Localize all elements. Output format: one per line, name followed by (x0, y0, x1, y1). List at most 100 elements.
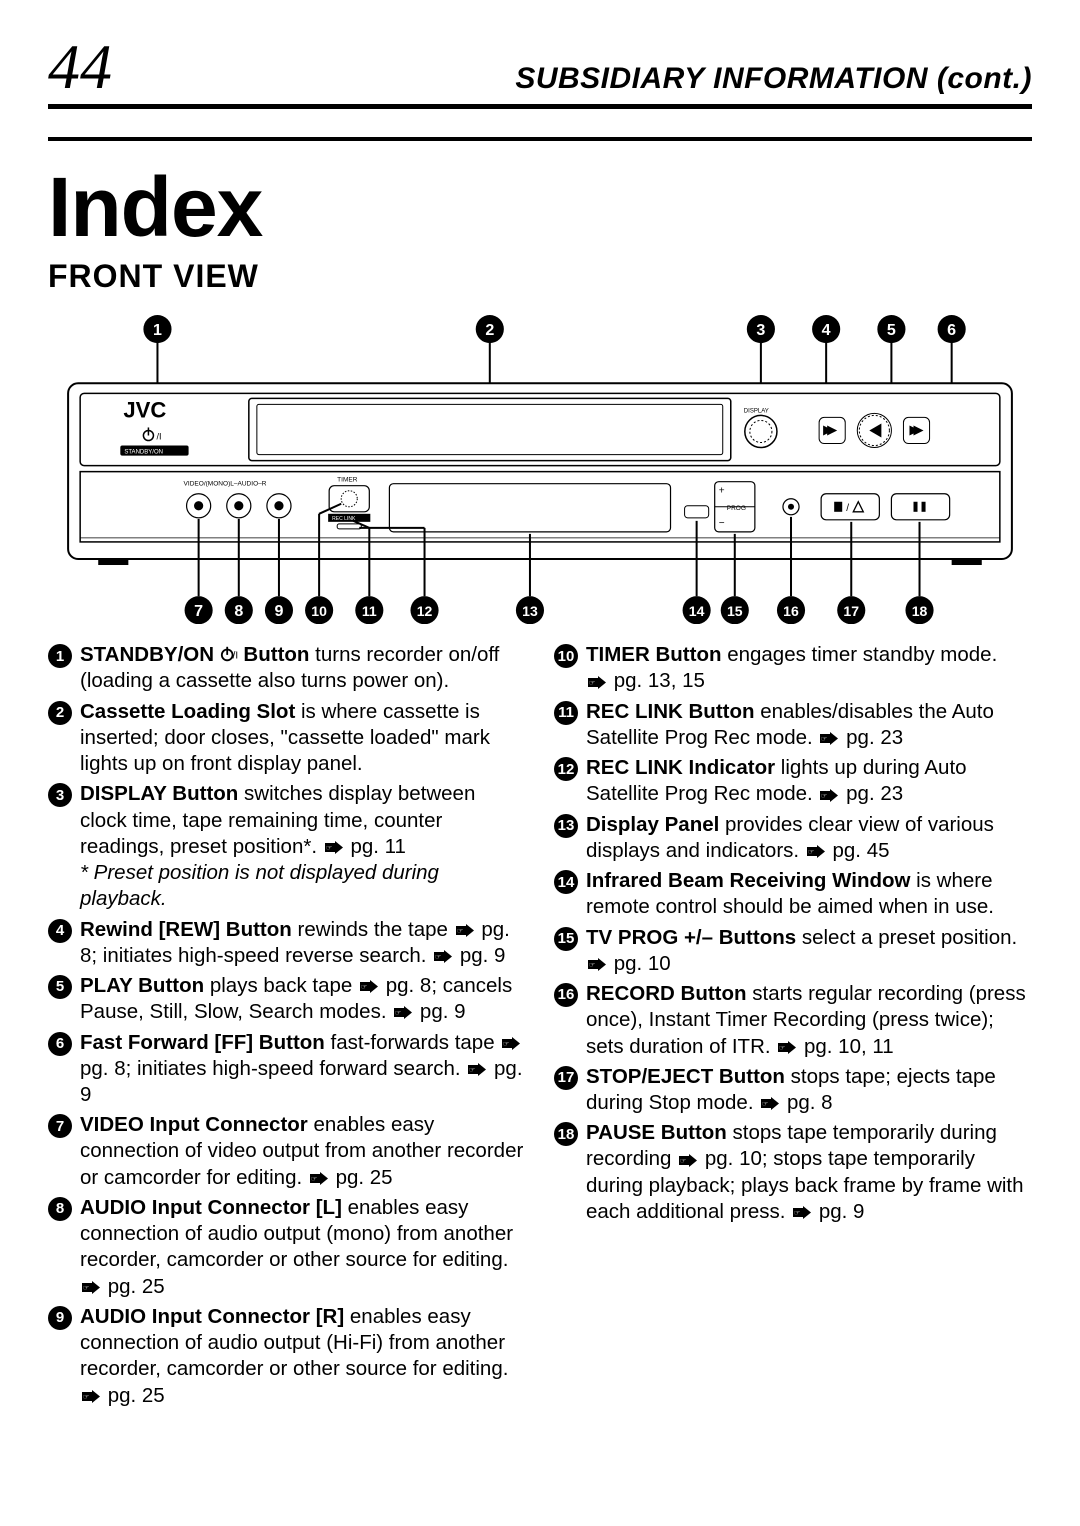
item-title: RECORD Button (586, 982, 747, 1005)
item-number-badge: 16 (554, 983, 578, 1007)
page-ref: pg. 9 (420, 1000, 466, 1023)
index-item: 13Display Panel provides clear view of v… (554, 812, 1032, 864)
index-item: 10TIMER Button engages timer standby mod… (554, 642, 1032, 694)
svg-text:16: 16 (783, 603, 799, 619)
svg-text:☞: ☞ (469, 1067, 475, 1074)
page-ref: pg. 10 (614, 952, 671, 975)
item-number-badge: 12 (554, 757, 578, 781)
item-title: STANDBY/ON (80, 643, 214, 666)
svg-text:☞: ☞ (435, 954, 441, 961)
page-ref: pg. 9 (460, 944, 506, 967)
index-item: 17STOP/EJECT Button stops tape; ejects t… (554, 1064, 1032, 1116)
index-item: 4Rewind [REW] Button rewinds the tape ☞ … (48, 917, 526, 969)
svg-text:1: 1 (153, 321, 162, 339)
item-number-badge: 10 (554, 644, 578, 668)
svg-text:8: 8 (234, 602, 243, 620)
svg-text:9: 9 (274, 602, 283, 620)
index-item: 7VIDEO Input Connector enables easy conn… (48, 1112, 526, 1191)
reclink-label: REC LINK (332, 516, 356, 522)
svg-text:13: 13 (522, 603, 538, 619)
page-ref: pg. 10 (705, 1147, 762, 1170)
svg-text:☞: ☞ (395, 1010, 401, 1017)
item-body-text: fast-forwards tape (325, 1031, 500, 1054)
svg-text:☞: ☞ (821, 736, 827, 743)
item-number-badge: 15 (554, 927, 578, 951)
index-item: 3DISPLAY Button switches display between… (48, 781, 526, 912)
page-ref: pg. 25 (108, 1384, 165, 1407)
svg-text:☞: ☞ (808, 849, 814, 856)
page-ref: pg. 13, 15 (614, 669, 705, 692)
index-title: Index (48, 159, 1032, 256)
item-footnote: * Preset position is not displayed durin… (80, 861, 439, 910)
svg-text:☞: ☞ (680, 1158, 686, 1165)
item-number-badge: 9 (48, 1306, 72, 1330)
svg-text:7: 7 (194, 602, 203, 620)
front-view-diagram: 123456 JVC /I STANDBY/ON DISPLAY (48, 313, 1032, 624)
svg-text:☞: ☞ (361, 984, 367, 991)
index-item: 15TV PROG +/– Buttons select a preset po… (554, 925, 1032, 977)
header-title: SUBSIDIARY INFORMATION (cont.) (515, 62, 1032, 96)
standby-label: STANDBY/ON (124, 450, 163, 456)
item-title: Cassette Loading Slot (80, 700, 295, 723)
svg-text:☞: ☞ (589, 962, 595, 969)
svg-text:14: 14 (689, 603, 705, 619)
index-item: 1STANDBY/ON /I Button turns recorder on/… (48, 642, 526, 694)
page-ref: pg. 45 (833, 839, 890, 862)
item-title: STOP/EJECT Button (586, 1065, 785, 1088)
page-ref: pg. 25 (108, 1275, 165, 1298)
item-title: TV PROG +/– Buttons (586, 926, 796, 949)
index-item: 8AUDIO Input Connector [L] enables easy … (48, 1195, 526, 1300)
item-number-badge: 18 (554, 1122, 578, 1146)
svg-text:12: 12 (417, 603, 433, 619)
item-number-badge: 1 (48, 644, 72, 668)
prog-label: PROG (727, 505, 746, 512)
svg-text:4: 4 (822, 321, 831, 339)
vcr-diagram-svg: 123456 JVC /I STANDBY/ON DISPLAY (48, 313, 1032, 624)
page-number: 44 (48, 30, 112, 104)
svg-text:☞: ☞ (589, 680, 595, 687)
item-body-text: ; initiates high-speed reverse search. (91, 944, 432, 967)
item-title: DISPLAY Button (80, 782, 238, 805)
display-label: DISPLAY (744, 408, 769, 414)
item-title: Rewind [REW] Button (80, 918, 292, 941)
index-item: 2Cassette Loading Slot is where cassette… (48, 699, 526, 778)
item-number-badge: 17 (554, 1066, 578, 1090)
item-number-badge: 3 (48, 783, 72, 807)
page-ref: pg. 8 (386, 974, 432, 997)
brand-label: JVC (123, 397, 166, 422)
index-item: 16RECORD Button starts regular recording… (554, 981, 1032, 1060)
item-title: VIDEO Input Connector (80, 1113, 308, 1136)
index-item: 18PAUSE Button stops tape temporarily du… (554, 1120, 1032, 1225)
index-item: 6Fast Forward [FF] Button fast-forwards … (48, 1030, 526, 1109)
item-title: REC LINK Indicator (586, 756, 775, 779)
svg-text:11: 11 (362, 603, 377, 619)
page-ref: pg. 9 (819, 1200, 865, 1223)
svg-text:6: 6 (947, 321, 956, 339)
right-column: 10TIMER Button engages timer standby mod… (554, 642, 1032, 1413)
index-item: 9AUDIO Input Connector [R] enables easy … (48, 1304, 526, 1409)
item-title: REC LINK Button (586, 700, 755, 723)
page-ref: pg. 23 (846, 726, 903, 749)
item-number-badge: 4 (48, 919, 72, 943)
index-item: 5PLAY Button plays back tape ☞ pg. 8; ca… (48, 973, 526, 1025)
item-title: AUDIO Input Connector [R] (80, 1305, 344, 1328)
svg-text:17: 17 (843, 603, 859, 619)
svg-text:☞: ☞ (311, 1176, 317, 1183)
section-title: FRONT VIEW (48, 258, 1032, 295)
svg-text:/: / (846, 503, 849, 514)
svg-text:2: 2 (485, 321, 494, 339)
svg-text:☞: ☞ (779, 1045, 785, 1052)
item-number-badge: 5 (48, 975, 72, 999)
svg-text:☞: ☞ (762, 1101, 768, 1108)
item-body-text: ; initiates high-speed forward search. (126, 1057, 467, 1080)
page-ref: pg. 8 (80, 1057, 126, 1080)
item-number-badge: 8 (48, 1197, 72, 1221)
item-number-badge: 13 (554, 814, 578, 838)
svg-text:+: + (719, 486, 725, 497)
index-item: 11REC LINK Button enables/disables the A… (554, 699, 1032, 751)
item-number-badge: 11 (554, 701, 578, 725)
item-number-badge: 6 (48, 1032, 72, 1056)
page-ref: pg. 8 (787, 1091, 833, 1114)
item-title: Infrared Beam Receiving Window (586, 869, 910, 892)
left-column: 1STANDBY/ON /I Button turns recorder on/… (48, 642, 526, 1413)
